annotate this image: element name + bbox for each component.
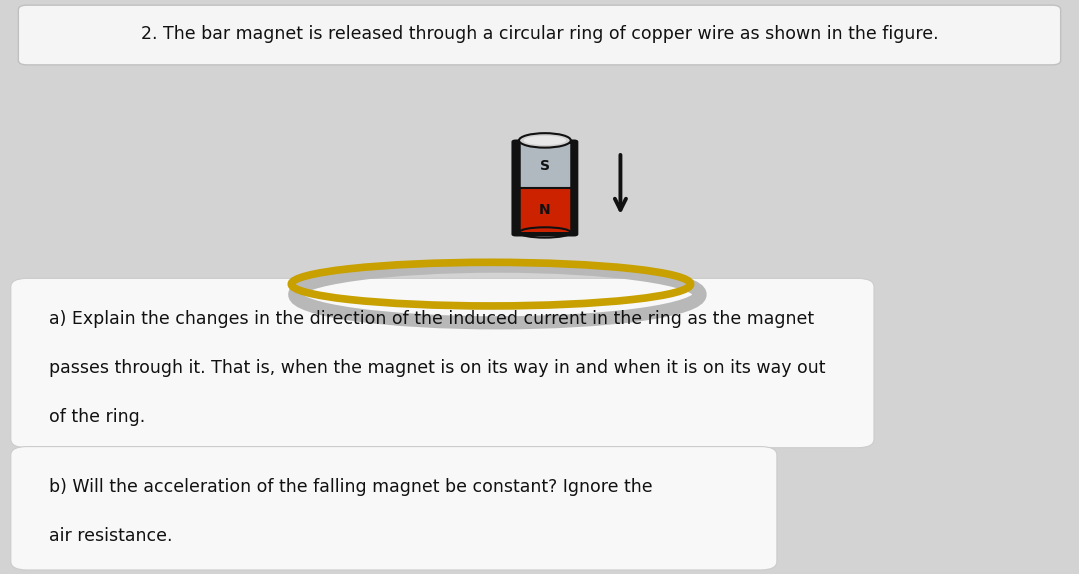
Ellipse shape (523, 136, 566, 145)
Text: passes through it. That is, when the magnet is on its way in and when it is on i: passes through it. That is, when the mag… (49, 359, 825, 377)
FancyBboxPatch shape (511, 139, 578, 236)
Text: b) Will the acceleration of the falling magnet be constant? Ignore the: b) Will the acceleration of the falling … (49, 478, 652, 496)
FancyBboxPatch shape (519, 144, 571, 188)
Ellipse shape (519, 133, 571, 148)
Text: N: N (540, 203, 550, 217)
Text: S: S (540, 159, 550, 173)
Text: of the ring.: of the ring. (49, 408, 145, 425)
Text: a) Explain the changes in the direction of the induced current in the ring as th: a) Explain the changes in the direction … (49, 310, 814, 328)
FancyBboxPatch shape (11, 447, 777, 570)
Text: 2. The bar magnet is released through a circular ring of copper wire as shown in: 2. The bar magnet is released through a … (140, 25, 939, 44)
FancyBboxPatch shape (18, 5, 1061, 65)
FancyBboxPatch shape (11, 278, 874, 448)
Text: air resistance.: air resistance. (49, 527, 172, 545)
FancyBboxPatch shape (519, 188, 571, 232)
